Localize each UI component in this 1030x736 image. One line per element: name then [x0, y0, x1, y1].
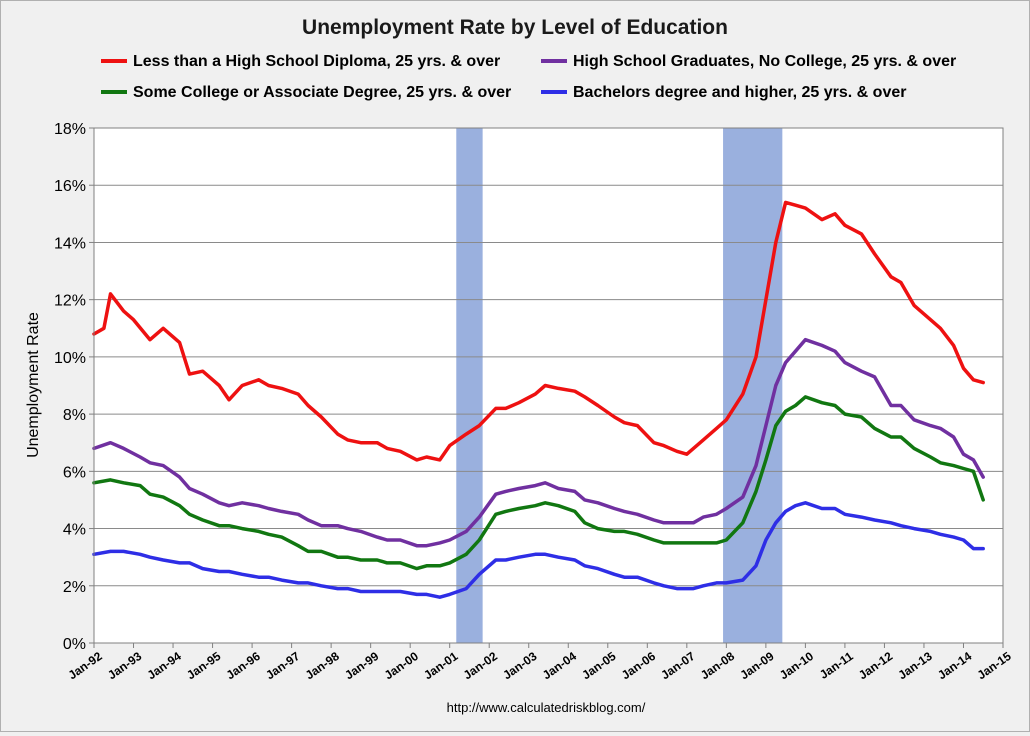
x-tick-label: Jan-09: [737, 649, 776, 682]
x-tick-label: Jan-93: [105, 649, 144, 682]
series-line: [92, 501, 985, 599]
x-tick-label: Jan-01: [421, 649, 460, 682]
x-tick-label: Jan-15: [975, 649, 1014, 682]
x-tick-label: Jan-06: [619, 649, 658, 682]
series-line: [92, 395, 985, 571]
legend-label: High School Graduates, No College, 25 yr…: [573, 53, 956, 70]
x-axis-ticks: Jan-92 Jan-93 Jan-94 Jan-95 Jan-96 Jan-97 Jan-…: [66, 643, 1014, 682]
source-url: http://www.calculatedriskblog.com/: [447, 700, 646, 715]
series-line: [92, 200, 985, 462]
x-tick-label: Jan-11: [817, 649, 856, 682]
series-line: [92, 337, 985, 548]
x-tick-label: Jan-14: [935, 649, 974, 682]
x-tick-label: Jan-99: [342, 649, 381, 682]
recession-band: [723, 128, 783, 643]
legend: Less than a High School Diploma, 25 yrs.…: [101, 53, 956, 101]
x-tick-label: Jan-10: [777, 649, 816, 682]
legend-label: Less than a High School Diploma, 25 yrs.…: [133, 53, 500, 70]
x-tick-label: Jan-92: [66, 649, 105, 682]
legend-label: Bachelors degree and higher, 25 yrs. & o…: [573, 84, 906, 101]
y-tick-label: 8%: [63, 407, 86, 424]
x-tick-label: Jan-98: [303, 649, 342, 682]
y-tick-label: 12%: [54, 293, 86, 310]
y-tick-label: 4%: [63, 522, 86, 539]
x-tick-label: Jan-05: [579, 649, 618, 682]
y-tick-label: 10%: [54, 350, 86, 367]
x-tick-label: Jan-07: [658, 649, 697, 682]
series-lines: [92, 200, 985, 599]
gridlines: [94, 184, 1003, 587]
y-tick-label: 18%: [54, 121, 86, 138]
x-tick-label: Jan-00: [382, 649, 421, 682]
y-tick-label: 14%: [54, 235, 86, 252]
x-tick-label: Jan-13: [895, 649, 934, 682]
plot-border: [93, 127, 1004, 644]
y-axis-label: Unemployment Rate: [25, 312, 42, 458]
recession-band: [456, 128, 483, 643]
x-tick-label: Jan-12: [856, 649, 895, 682]
y-tick-label: 0%: [63, 636, 86, 653]
recession-bands: [456, 128, 783, 643]
chart-title: Unemployment Rate by Level of Education: [302, 16, 728, 39]
x-tick-label: Jan-96: [224, 649, 263, 682]
y-tick-label: 16%: [54, 178, 86, 195]
x-tick-label: Jan-04: [540, 649, 579, 682]
x-tick-label: Jan-03: [500, 649, 539, 682]
y-axis-ticks: 0% 2% 4% 6% 8% 10% 12% 14% 16% 18%: [54, 121, 94, 653]
legend-label: Some College or Associate Degree, 25 yrs…: [133, 84, 511, 101]
y-tick-label: 2%: [63, 579, 86, 596]
x-tick-label: Jan-94: [145, 649, 184, 682]
x-tick-label: Jan-08: [698, 649, 737, 682]
x-tick-label: Jan-95: [184, 649, 223, 682]
x-tick-label: Jan-02: [461, 649, 500, 682]
y-tick-label: 6%: [63, 464, 86, 481]
x-tick-label: Jan-97: [263, 649, 302, 682]
